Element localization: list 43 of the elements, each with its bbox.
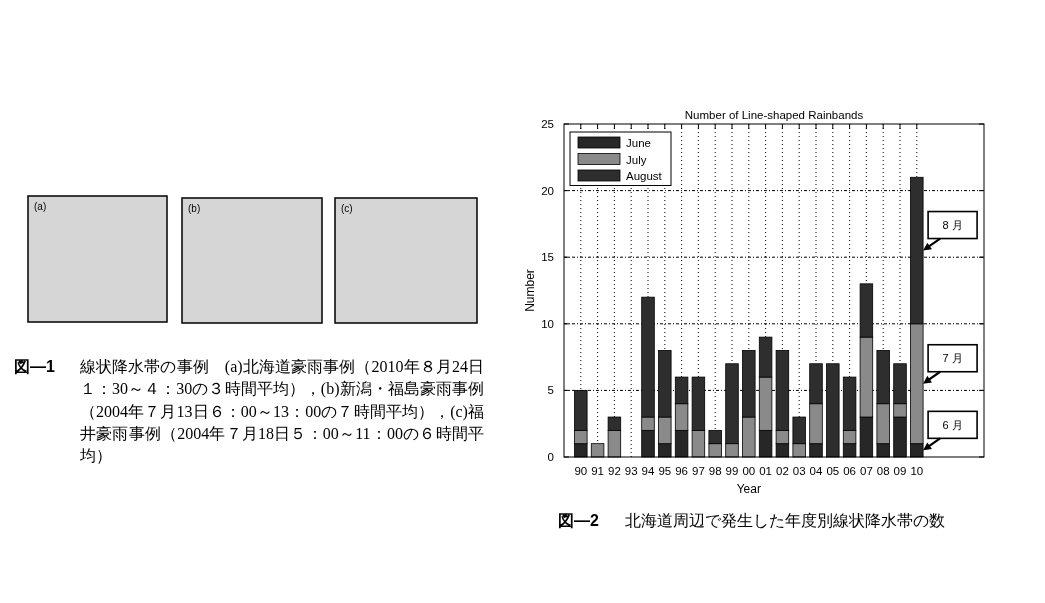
y-tick-label: 15 [541, 251, 554, 264]
text: 図—1 [14, 357, 55, 377]
x-tick-label: 10 [910, 465, 924, 477]
x-tick-label: 99 [725, 465, 739, 477]
x-tick-label: 00 [742, 465, 756, 477]
x-tick-label: 02 [776, 465, 789, 477]
x-tick-label: 98 [708, 465, 722, 477]
callout: 6 月 [927, 410, 978, 440]
x-tick-label: 94 [641, 465, 655, 477]
y-tick-label: 20 [541, 184, 554, 197]
text: (a) [34, 201, 47, 212]
chart-title: Number of Line-shaped Rainbands [684, 109, 864, 121]
x-tick-label: 06 [843, 465, 856, 477]
y-tick-label: 10 [541, 317, 554, 330]
text: (b) [188, 203, 201, 214]
x-axis-title: Year [736, 482, 761, 496]
x-tick-label: 01 [759, 465, 772, 477]
text: 線状降水帯の事例 (a)北海道豪雨事例（2010年８月24日１：30～４：30の３時間平均），(b)新潟・福島豪雨事例（2004年７月13日６：00～13：00の７時間平均），(c)福井豪雨事例（2004年７月18日５：00～11：00の６時間平均） [80, 357, 484, 467]
x-tick-label: 05 [826, 465, 840, 477]
text: 図—2 [558, 511, 599, 531]
x-tick-label: 97 [692, 465, 705, 477]
callout: 7 月 [927, 343, 978, 373]
legend-label: July [626, 153, 647, 166]
x-tick-label: 08 [876, 465, 890, 477]
x-tick-label: 03 [792, 465, 806, 477]
text: 北海道周辺で発生した年度別線状降水帯の数 [625, 511, 945, 531]
x-tick-label: 96 [675, 465, 688, 477]
legend-label: June [626, 137, 651, 149]
legend-label: August [626, 170, 663, 182]
x-tick-label: 95 [658, 465, 672, 477]
x-tick-label: 07 [860, 465, 873, 477]
x-tick-label: 91 [591, 465, 604, 477]
y-tick-label: 5 [547, 384, 554, 397]
x-tick-label: 09 [893, 465, 907, 477]
y-axis-title: Number [523, 269, 537, 312]
x-tick-label: 90 [574, 465, 588, 477]
x-tick-label: 04 [809, 465, 823, 477]
x-tick-label: 93 [624, 465, 638, 477]
y-tick-label: 0 [547, 451, 554, 463]
callout: 8 月 [927, 210, 978, 240]
x-tick-label: 92 [608, 465, 621, 477]
text: (c) [341, 203, 353, 214]
y-tick-label: 25 [541, 118, 554, 130]
